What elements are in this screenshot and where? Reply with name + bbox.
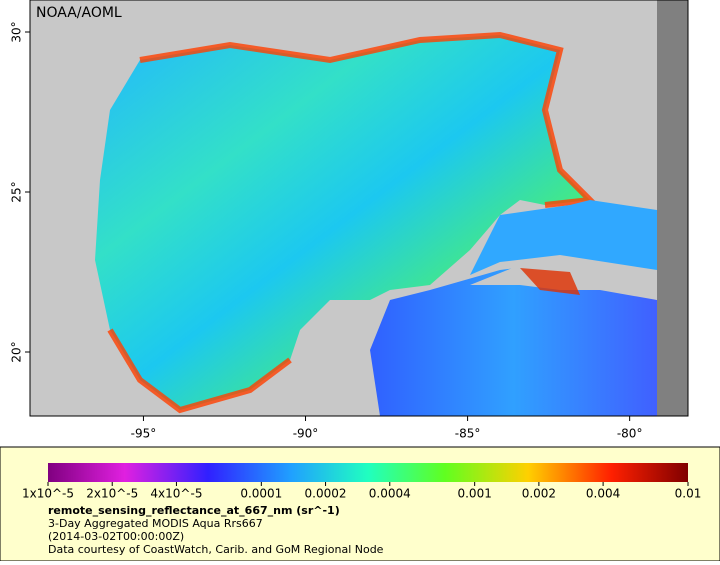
legend-title: remote_sensing_reflectance_at_667_nm (sr…	[48, 504, 340, 517]
colorbar-tick-label: 0.0002	[305, 487, 347, 501]
straits-water	[470, 200, 657, 275]
colorbar-tick-label: 2x10^-5	[86, 487, 138, 501]
no-data-strip	[657, 0, 688, 416]
colorbar-tick-label: 0.002	[522, 487, 556, 501]
map-frame	[29, 0, 689, 417]
colorbar-tick-label: 0.01	[675, 487, 702, 501]
colorbar-tick-label: 0.004	[586, 487, 620, 501]
colorbar	[48, 463, 688, 482]
lon-tick-label: -90°	[293, 427, 319, 441]
lat-tick-label: 30°	[10, 21, 24, 42]
colorbar-tick-label: 0.0001	[240, 487, 282, 501]
coastal-band	[107, 31, 597, 414]
lat-tick-label: 25°	[10, 181, 24, 202]
cuba-shelf	[520, 268, 580, 295]
lon-tick-label: -80°	[617, 427, 643, 441]
colorbar-tick-label: 4x10^-5	[150, 487, 202, 501]
map	[29, 0, 689, 417]
colorbar-tick-label: 0.001	[457, 487, 491, 501]
colorbar-tick-label: 0.0004	[369, 487, 411, 501]
colorbar-tick-label: 1x10^-5	[22, 487, 74, 501]
legend-line: 3-Day Aggregated MODIS Aqua Rrs667	[48, 517, 263, 530]
credit: NOAA/AOML	[36, 5, 122, 21]
legend-line: (2014-03-02T00:00:00Z)	[48, 530, 184, 543]
lon-tick-label: -95°	[131, 427, 157, 441]
legend-line: Data courtesy of CoastWatch, Carib. and …	[48, 543, 384, 556]
gulf-water	[95, 35, 590, 410]
caribbean-water	[370, 265, 657, 416]
lon-tick-label: -85°	[455, 427, 481, 441]
lat-tick-label: 20°	[10, 341, 24, 362]
